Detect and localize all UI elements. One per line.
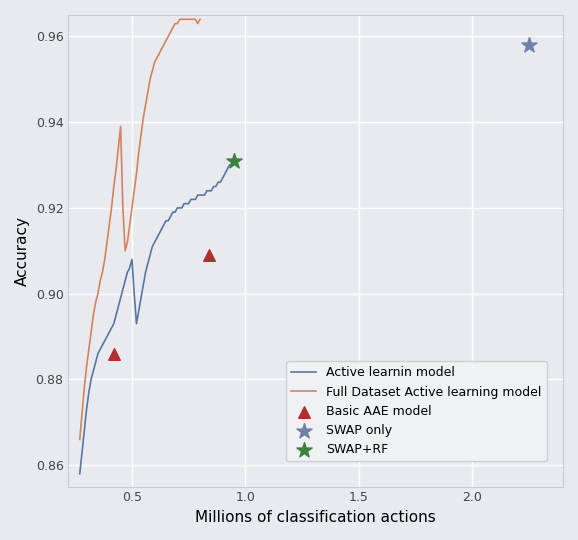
- Active learnin model: [226, 162, 233, 168]
- X-axis label: Millions of classification actions: Millions of classification actions: [195, 510, 436, 525]
- Full Dataset Active learning model: [197, 16, 203, 23]
- Full Dataset Active learning model: [76, 436, 83, 443]
- Active learnin model: [190, 196, 197, 202]
- Active learnin model: [76, 470, 83, 477]
- Full Dataset Active learning model: [142, 102, 149, 108]
- Active learnin model: [138, 295, 144, 301]
- Basic AAE model: [205, 251, 214, 259]
- Full Dataset Active learning model: [97, 278, 103, 284]
- Y-axis label: Accuracy: Accuracy: [15, 216, 30, 286]
- Active learnin model: [144, 260, 151, 267]
- Full Dataset Active learning model: [149, 68, 156, 74]
- Basic AAE model: [109, 349, 118, 358]
- Active learnin model: [99, 342, 106, 348]
- Line: Full Dataset Active learning model: Full Dataset Active learning model: [80, 19, 200, 440]
- Active learnin model: [110, 320, 117, 327]
- Full Dataset Active learning model: [121, 247, 128, 254]
- Full Dataset Active learning model: [147, 76, 154, 83]
- SWAP only: [524, 40, 533, 49]
- Full Dataset Active learning model: [158, 46, 165, 52]
- Line: Active learnin model: Active learnin model: [80, 165, 229, 474]
- Legend: Active learnin model, Full Dataset Active learning model, Basic AAE model, SWAP : Active learnin model, Full Dataset Activ…: [287, 361, 547, 462]
- Full Dataset Active learning model: [176, 16, 183, 23]
- Active learnin model: [217, 179, 224, 185]
- SWAP+RF: [229, 157, 239, 165]
